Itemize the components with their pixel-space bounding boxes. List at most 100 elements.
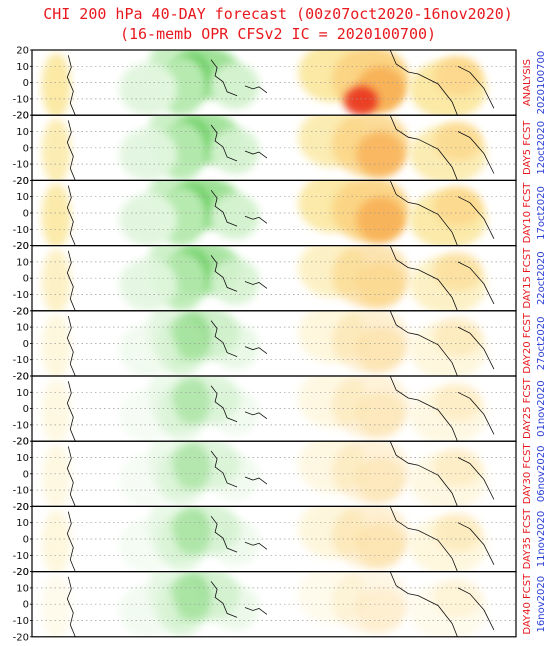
- panel-date: 2020100700: [536, 51, 547, 115]
- orange-anomaly-blob: [41, 53, 71, 116]
- panel-field: [32, 441, 516, 507]
- y-tick-label: 0: [23, 78, 29, 89]
- orange-anomaly-blob: [41, 379, 71, 442]
- coastline: [389, 310, 458, 376]
- coastline: [389, 441, 458, 507]
- panel-date: 22oct2020: [536, 251, 547, 305]
- y-tick-label: -20: [13, 241, 29, 252]
- coastline: [66, 250, 76, 311]
- panel-label: DAY10 FCST: [522, 182, 533, 244]
- panel-3: 20 10 0 -10 -20 DAY10 FCST 17oct2020: [13, 176, 547, 252]
- y-tick-label: -10: [13, 486, 29, 497]
- orange-anomaly-blob: [41, 183, 71, 246]
- panel-field: [32, 571, 516, 637]
- y-tick-label: -20: [13, 372, 29, 383]
- coastline: [210, 189, 238, 227]
- green-anomaly-blob: [211, 389, 260, 435]
- orange-anomaly-blob: [356, 327, 405, 373]
- panel-field: [32, 50, 516, 116]
- orange-anomaly-blob: [356, 261, 405, 308]
- y-tick-label: -20: [13, 176, 29, 187]
- coastline: [244, 607, 268, 615]
- panel-date: 06nov2020: [536, 446, 547, 503]
- panel-date: 16nov2020: [536, 576, 547, 633]
- panel-label: DAY5 FCST: [522, 120, 533, 175]
- y-tick-label: 20: [16, 176, 29, 187]
- orange-anomaly-blob: [433, 186, 483, 227]
- panel-field: [32, 245, 516, 311]
- panel-field: [32, 376, 516, 442]
- y-tick-label: -10: [13, 355, 29, 366]
- y-tick-label: 20: [16, 437, 29, 448]
- y-tick-label: -20: [13, 437, 29, 448]
- green-anomaly-blob: [119, 128, 178, 181]
- orange-anomaly-blob: [356, 196, 405, 243]
- coastline: [210, 515, 238, 553]
- y-tick-label: -10: [13, 160, 29, 171]
- coastline: [66, 381, 76, 442]
- y-tick-label: 10: [16, 127, 29, 138]
- orange-anomaly-blob: [41, 574, 71, 637]
- y-tick-label: 0: [23, 404, 29, 415]
- orange-anomaly-blob: [356, 457, 405, 504]
- y-tick-label: -10: [13, 616, 29, 627]
- green-anomaly-blob: [119, 454, 178, 507]
- panel-field: [32, 506, 516, 572]
- panel-8: 20 10 0 -10 -20 DAY35 FCST 11nov2020: [13, 502, 547, 578]
- orange-anomaly-blob: [433, 512, 483, 553]
- y-tick-label: 20: [16, 567, 29, 578]
- orange-anomaly-blob: [41, 314, 71, 376]
- y-tick-label: -10: [13, 551, 29, 562]
- green-anomaly-blob: [119, 389, 178, 442]
- coastline: [210, 320, 238, 357]
- orange-anomaly-blob: [356, 392, 405, 438]
- orange-anomaly-blob: [433, 121, 483, 161]
- coastline: [457, 131, 495, 174]
- panel-field: [32, 310, 516, 376]
- panel-2: 20 10 0 -10 -20 DAY5 FCST 12oct2020: [13, 111, 547, 187]
- coastline: [457, 326, 495, 370]
- y-tick-label: 0: [23, 143, 29, 154]
- coastline: [66, 511, 76, 572]
- orange-anomaly-blob: [41, 444, 71, 507]
- green-anomaly-blob: [211, 63, 260, 109]
- y-tick-label: 20: [16, 306, 29, 317]
- y-tick-label: 0: [23, 339, 29, 350]
- y-tick-label: -20: [13, 502, 29, 513]
- coastline: [457, 522, 495, 565]
- green-anomaly-blob: [119, 258, 178, 311]
- panel-label: DAY35 FCST: [522, 508, 533, 570]
- green-anomaly-blob: [211, 519, 260, 566]
- coastline: [457, 196, 495, 239]
- coastline: [210, 255, 238, 292]
- y-tick-label: 10: [16, 257, 29, 268]
- panel-4: 20 10 0 -10 -20 DAY15 FCST 22oct2020: [13, 241, 547, 317]
- y-tick-label: 0: [23, 600, 29, 611]
- y-tick-label: 10: [16, 583, 29, 594]
- coastline: [389, 50, 458, 116]
- coastline: [66, 446, 76, 507]
- coastline: [457, 391, 495, 435]
- panel-date: 11nov2020: [536, 511, 547, 568]
- panel-1: 20 10 0 -10 -20 ANALYSIS 2020100700: [13, 46, 547, 122]
- y-tick-label: 10: [16, 518, 29, 529]
- coastline: [210, 59, 238, 97]
- y-tick-label: 10: [16, 388, 29, 399]
- orange-anomaly-blob: [433, 252, 483, 292]
- coastline: [389, 571, 458, 637]
- panel-6: 20 10 0 -10 -20 DAY25 FCST 01nov2020: [13, 372, 547, 448]
- coastline: [66, 576, 76, 637]
- coastline: [457, 587, 495, 631]
- y-tick-label: 10: [16, 192, 29, 203]
- y-tick-label: 0: [23, 469, 29, 480]
- green-anomaly-blob: [211, 128, 260, 174]
- coastline: [244, 411, 268, 420]
- y-tick-label: -20: [13, 632, 29, 643]
- orange-anomaly-blob: [41, 118, 71, 181]
- panel-date: 17oct2020: [536, 186, 547, 240]
- orange-anomaly-blob: [433, 317, 483, 357]
- y-tick-label: 10: [16, 62, 29, 73]
- green-anomaly-blob: [119, 63, 178, 116]
- panel-label: DAY25 FCST: [522, 377, 533, 439]
